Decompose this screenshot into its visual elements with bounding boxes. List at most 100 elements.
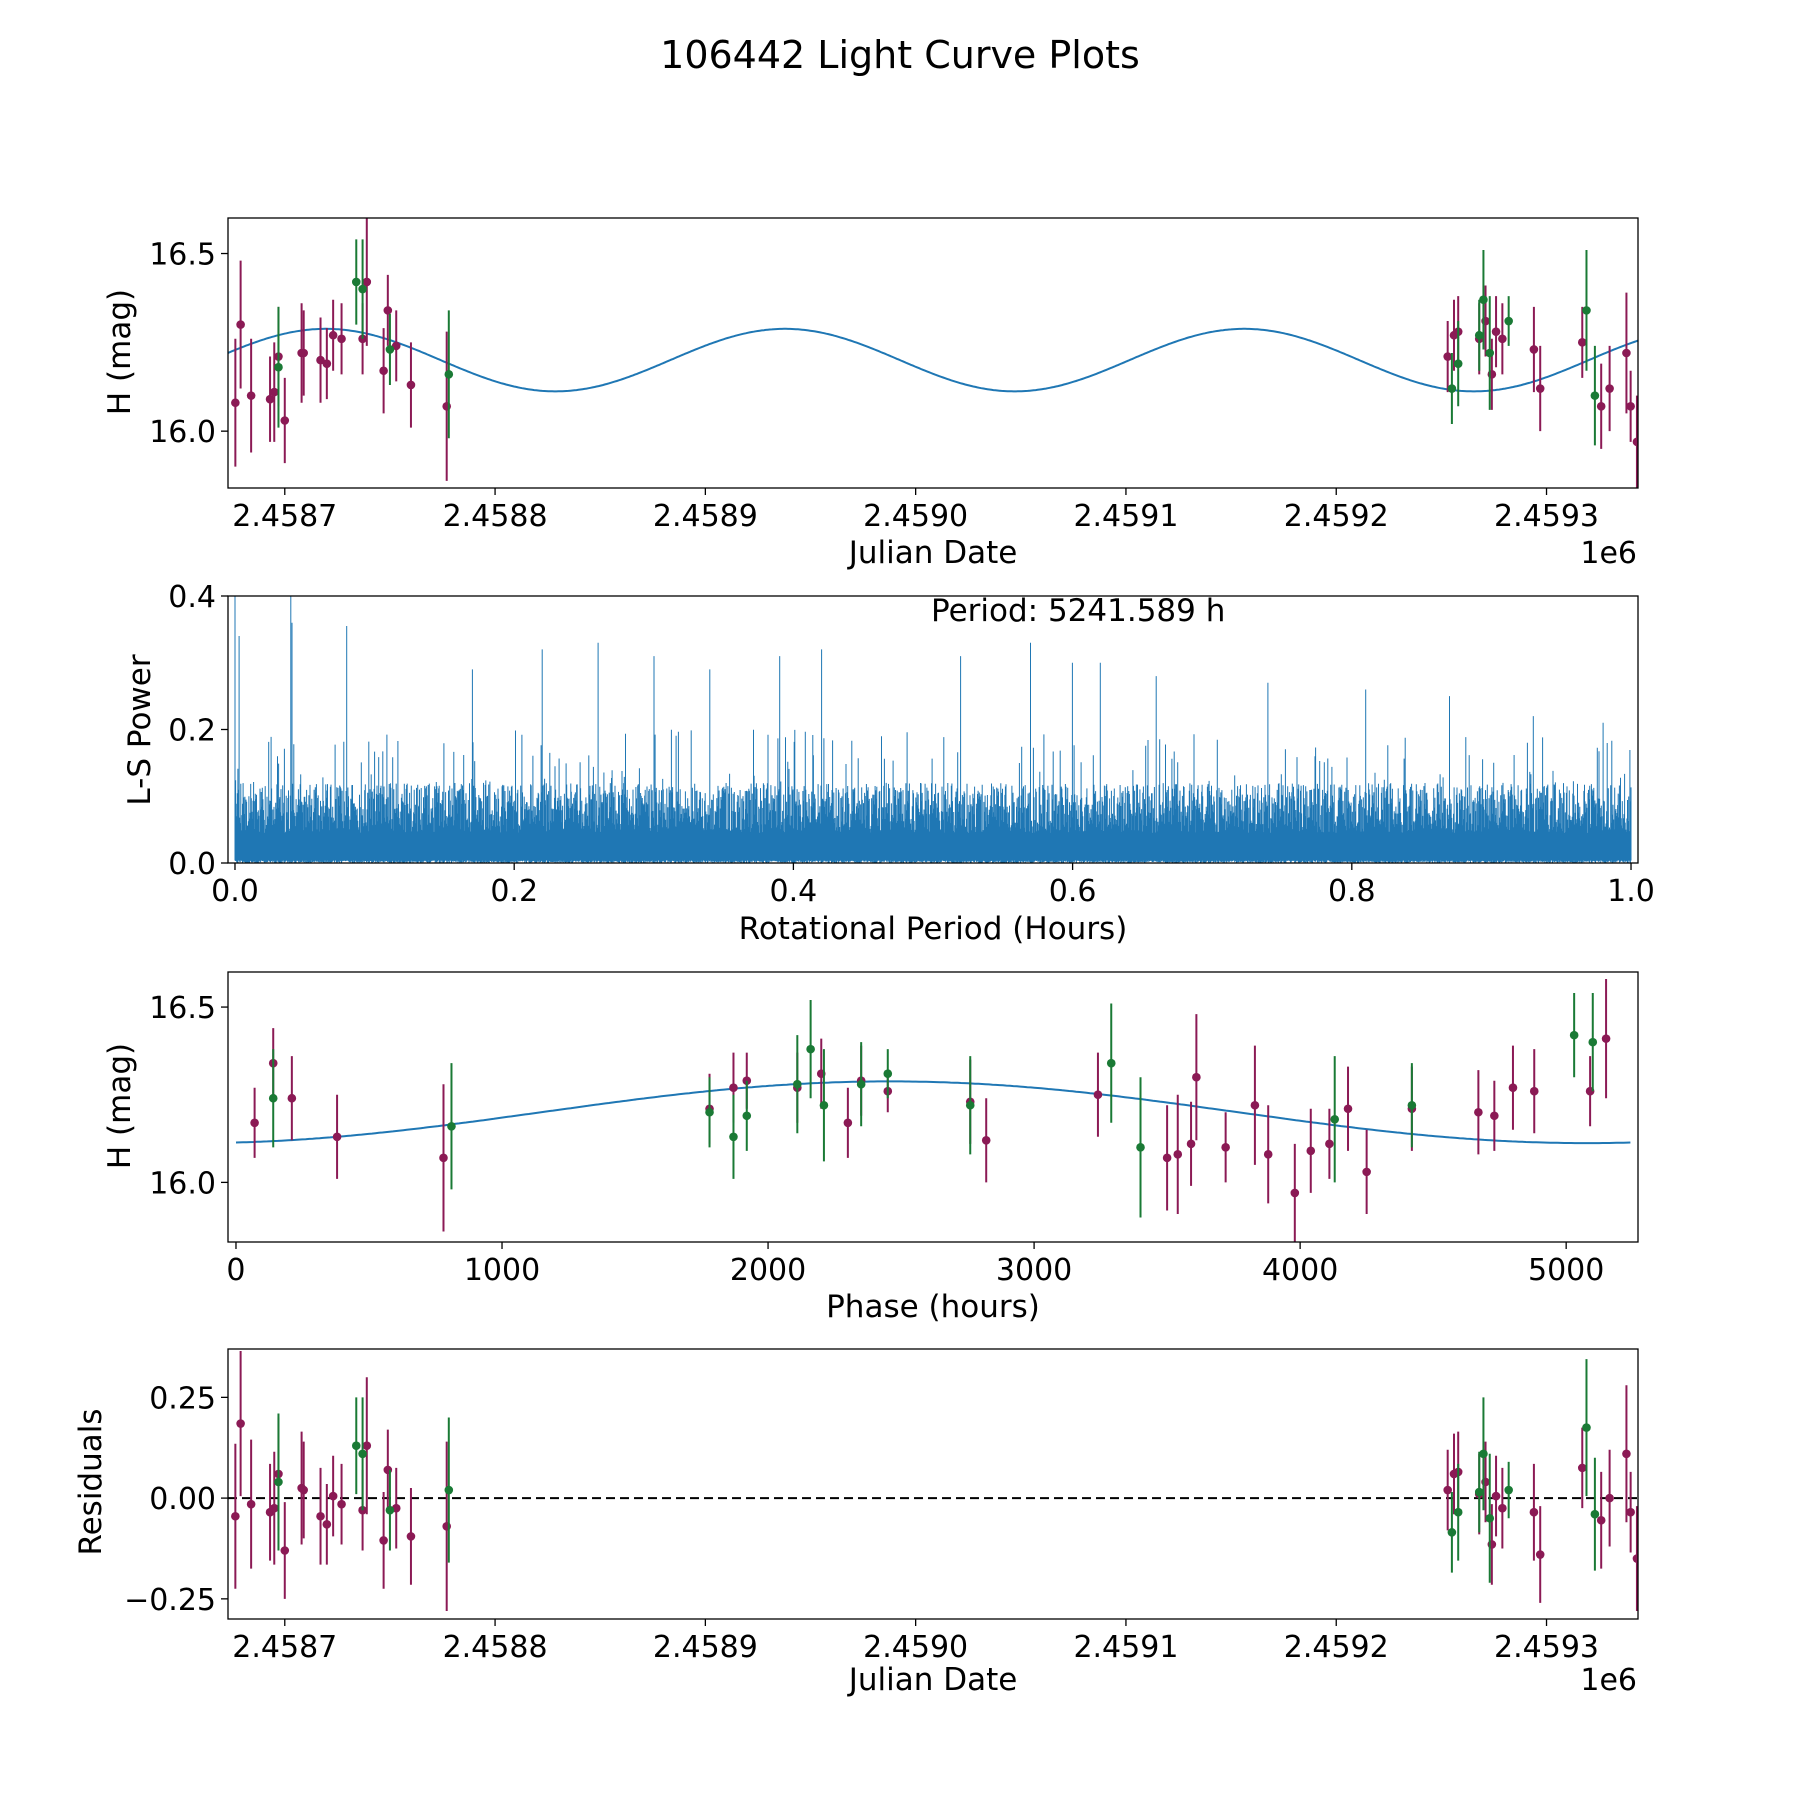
lightcurve-frame — [227, 217, 1639, 489]
periodogram-x-tick-label: 0.8 — [1328, 874, 1376, 909]
lightcurve-x-tick-label: 2.4587 — [232, 499, 337, 534]
lightcurve-data-point — [231, 398, 240, 408]
lightcurve-data-point — [1479, 295, 1488, 305]
phased-data-point — [1490, 1111, 1499, 1121]
phased-data-point — [742, 1111, 752, 1121]
lightcurve-data-point — [383, 306, 393, 315]
lightcurve-x-tick-label: 2.4593 — [1494, 499, 1599, 534]
periodogram-frame — [227, 595, 1639, 864]
lightcurve-x-tick-label: 2.4589 — [653, 499, 758, 534]
residuals-data-point — [328, 1491, 338, 1501]
residuals-y-tick-label: 0.25 — [149, 1381, 216, 1416]
lightcurve-data-point — [274, 362, 283, 372]
periodogram-x-tick-label: 0.6 — [1049, 874, 1097, 909]
lightcurve-data-point — [1605, 384, 1614, 393]
lightcurve-data-point — [1529, 345, 1539, 354]
lightcurve-data-point — [406, 380, 416, 390]
lightcurve-data-point — [1498, 334, 1507, 344]
lightcurve-data-point — [1447, 384, 1457, 393]
phased-data-point — [1508, 1083, 1518, 1093]
phased-data-point — [1330, 1114, 1340, 1124]
periodogram-x-tick-label: 0.0 — [211, 874, 259, 909]
lightcurve-data-point — [1632, 437, 1638, 447]
residuals-x-tick-label: 2.4590 — [863, 1630, 968, 1665]
phased-data-point — [1306, 1146, 1316, 1156]
residuals-data-point — [322, 1519, 332, 1529]
lightcurve-x-tick-label: 2.4591 — [1073, 499, 1178, 534]
phased-data-point — [883, 1069, 893, 1078]
residuals-data-point — [1590, 1509, 1600, 1519]
residuals-data-point — [406, 1532, 416, 1541]
phased-data-point — [1588, 1037, 1598, 1047]
lightcurve-data-point — [328, 330, 338, 340]
residuals-x-tick-label: 2.4593 — [1494, 1630, 1599, 1665]
phased-data-point — [1221, 1143, 1230, 1152]
residuals-data-point — [1535, 1550, 1545, 1559]
phased-data-point — [981, 1136, 991, 1145]
residuals-data-point — [385, 1505, 395, 1515]
phased-data-point — [1186, 1139, 1196, 1149]
phased-frame — [227, 971, 1639, 1243]
lightcurve-data-point — [444, 370, 454, 379]
periodogram-power-line — [234, 596, 1632, 863]
residuals-y-tick-label: −0.25 — [124, 1583, 216, 1618]
lightcurve-data-point — [337, 334, 346, 344]
residuals-x-tick-label: 2.4588 — [443, 1630, 548, 1665]
residuals-data-point — [316, 1511, 325, 1521]
lightcurve-data-point — [1443, 352, 1452, 361]
lightcurve-offset-label: 1e6 — [1580, 536, 1637, 571]
phased-data-point — [856, 1079, 866, 1089]
lightcurve-data-point — [1596, 401, 1606, 411]
residuals-data-point — [246, 1499, 256, 1509]
residuals-data-point — [351, 1441, 361, 1451]
lightcurve-data-point — [236, 320, 245, 329]
phased-y-tick-label: 16.0 — [149, 1166, 216, 1201]
residuals-data-point — [1596, 1515, 1606, 1525]
lightcurve-panel: Julian Date H (mag) 1e6 2.4587 2.4588 2.45… — [102, 217, 1639, 571]
lightcurve-data-point — [1535, 384, 1545, 393]
residuals-data-point — [1504, 1485, 1513, 1495]
residuals-data-point — [280, 1546, 290, 1555]
residuals-plot-area — [228, 1351, 1638, 1611]
lightcurve-data-point — [1474, 330, 1484, 340]
phased-data-point — [1362, 1167, 1371, 1177]
residuals-data-point — [1626, 1507, 1635, 1517]
lightcurve-data-point — [391, 341, 401, 351]
lightcurve-data-point — [1453, 359, 1463, 368]
periodogram-x-tick-label: 1.0 — [1607, 874, 1655, 909]
lightcurve-data-point — [322, 359, 332, 368]
lightcurve-data-point — [265, 394, 275, 404]
phased-data-point — [1569, 1030, 1579, 1040]
phased-x-tick-label: 2000 — [730, 1253, 806, 1288]
phased-data-point — [439, 1153, 448, 1163]
residuals-data-point — [1622, 1449, 1631, 1459]
phased-data-point — [742, 1076, 752, 1086]
phased-panel: Phase (hours) H (mag) 0 1000 2000 3000 4000 5… — [102, 971, 1639, 1325]
lightcurve-data-point — [351, 277, 361, 287]
phased-data-point — [1601, 1034, 1611, 1043]
residuals-data-point — [1447, 1528, 1457, 1537]
phased-y-label: H (mag) — [102, 1043, 138, 1169]
lightcurve-x-label: Julian Date — [847, 535, 1018, 571]
phased-data-point — [332, 1132, 342, 1142]
residuals-data-point — [1485, 1513, 1495, 1523]
lightcurve-x-tick-label: 2.4592 — [1284, 499, 1389, 534]
residuals-frame — [227, 1348, 1639, 1620]
residuals-data-point — [379, 1536, 388, 1545]
residuals-data-point — [269, 1503, 279, 1513]
residuals-x-tick-label: 2.4589 — [653, 1630, 758, 1665]
phased-data-point — [1162, 1153, 1172, 1163]
lightcurve-data-point — [1626, 401, 1635, 411]
residuals-data-point — [1498, 1503, 1507, 1513]
periodogram-y-tick-label: 0.4 — [168, 580, 216, 615]
phased-data-point — [250, 1118, 259, 1128]
lightcurve-y-tick-label: 16.5 — [149, 238, 216, 273]
phased-x-label: Phase (hours) — [826, 1289, 1040, 1325]
phased-plot-area — [235, 979, 1631, 1242]
lightcurve-data-point — [1590, 391, 1600, 400]
lightcurve-data-point — [246, 391, 256, 400]
phased-data-point — [843, 1118, 853, 1128]
residuals-y-tick-label: 0.00 — [149, 1482, 216, 1517]
lightcurve-x-tick-label: 2.4590 — [863, 499, 968, 534]
residuals-data-point — [1582, 1423, 1591, 1432]
